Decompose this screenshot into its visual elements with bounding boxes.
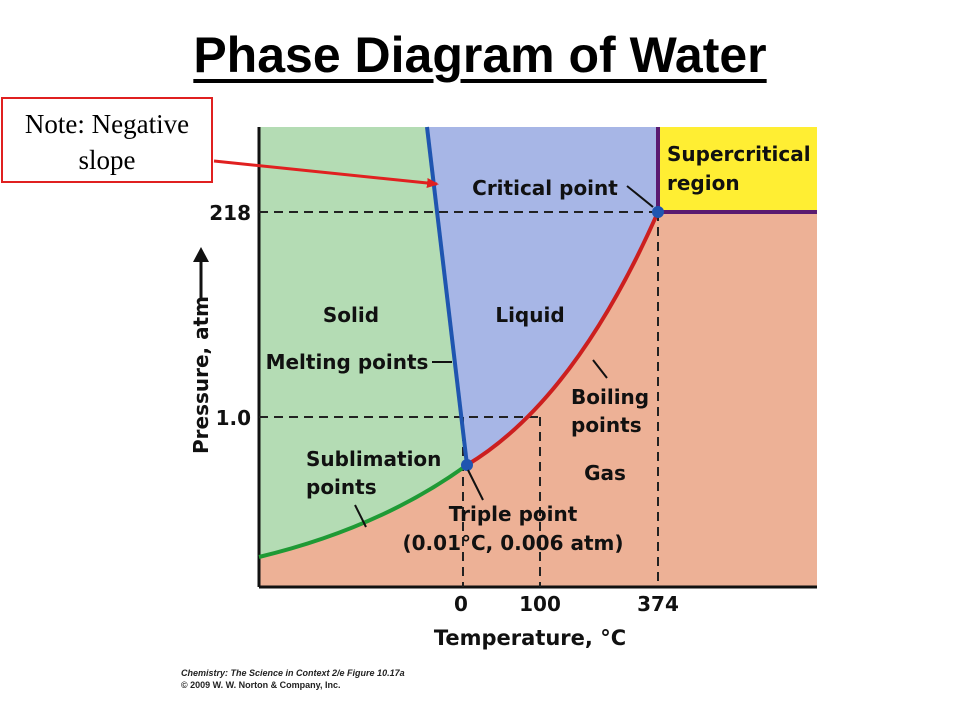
note-box: Note: Negative slope xyxy=(1,97,213,183)
x-tick-100: 100 xyxy=(519,592,561,616)
x-tick-374: 374 xyxy=(637,592,679,616)
y-axis-arrow-head xyxy=(193,247,209,262)
boiling-label-1: Boiling xyxy=(571,385,649,409)
sublimation-label-2: points xyxy=(306,475,377,499)
critical-point-label: Critical point xyxy=(472,176,618,200)
y-tick-218: 218 xyxy=(209,201,251,225)
triple-leader xyxy=(467,469,484,501)
sublimation-leader xyxy=(354,504,367,528)
x-tick-0: 0 xyxy=(454,592,468,616)
credit-book: Chemistry: The Science in Context xyxy=(181,668,330,678)
sublimation-label-1: Sublimation xyxy=(306,447,441,471)
y-axis-title-group: Pressure, atm xyxy=(189,296,213,454)
title-text: Phase Diagram of Water xyxy=(193,27,767,83)
solid-region xyxy=(259,127,467,557)
note-line-1: Note: Negative xyxy=(24,109,190,139)
x-axis-title: Temperature, °C xyxy=(434,626,626,650)
critical-leader xyxy=(626,185,654,208)
credit-copyright: © 2009 W. W. Norton & Company, Inc. xyxy=(181,680,341,690)
triple-point-label-2: (0.01°C, 0.006 atm) xyxy=(403,531,624,555)
critical-point-marker xyxy=(652,206,664,218)
supercritical-label-2: region xyxy=(667,171,740,195)
y-axis-title: Pressure, atm xyxy=(189,296,213,454)
supercritical-region xyxy=(658,127,817,212)
credit-edition: 2/e Figure 10.17a xyxy=(329,668,405,678)
triple-point-marker xyxy=(461,459,473,471)
liquid-label: Liquid xyxy=(495,303,564,327)
note-line-2: slope xyxy=(78,145,136,175)
gas-label: Gas xyxy=(584,461,626,485)
sublimation-curve xyxy=(258,463,469,559)
boiling-curve xyxy=(465,211,660,467)
supercritical-label-1: Supercritical xyxy=(667,142,811,166)
note-arrow xyxy=(213,159,439,188)
boiling-leader xyxy=(592,359,608,379)
boiling-label-2: points xyxy=(571,413,642,437)
triple-point-label-1: Triple point xyxy=(449,502,578,526)
melting-points-label: Melting points xyxy=(266,350,429,374)
solid-label: Solid xyxy=(323,303,379,327)
page-title: Phase Diagram of Water xyxy=(0,26,960,84)
y-tick-1: 1.0 xyxy=(216,406,251,430)
figure-credit: Chemistry: The Science in Context 2/e Fi… xyxy=(181,667,405,691)
